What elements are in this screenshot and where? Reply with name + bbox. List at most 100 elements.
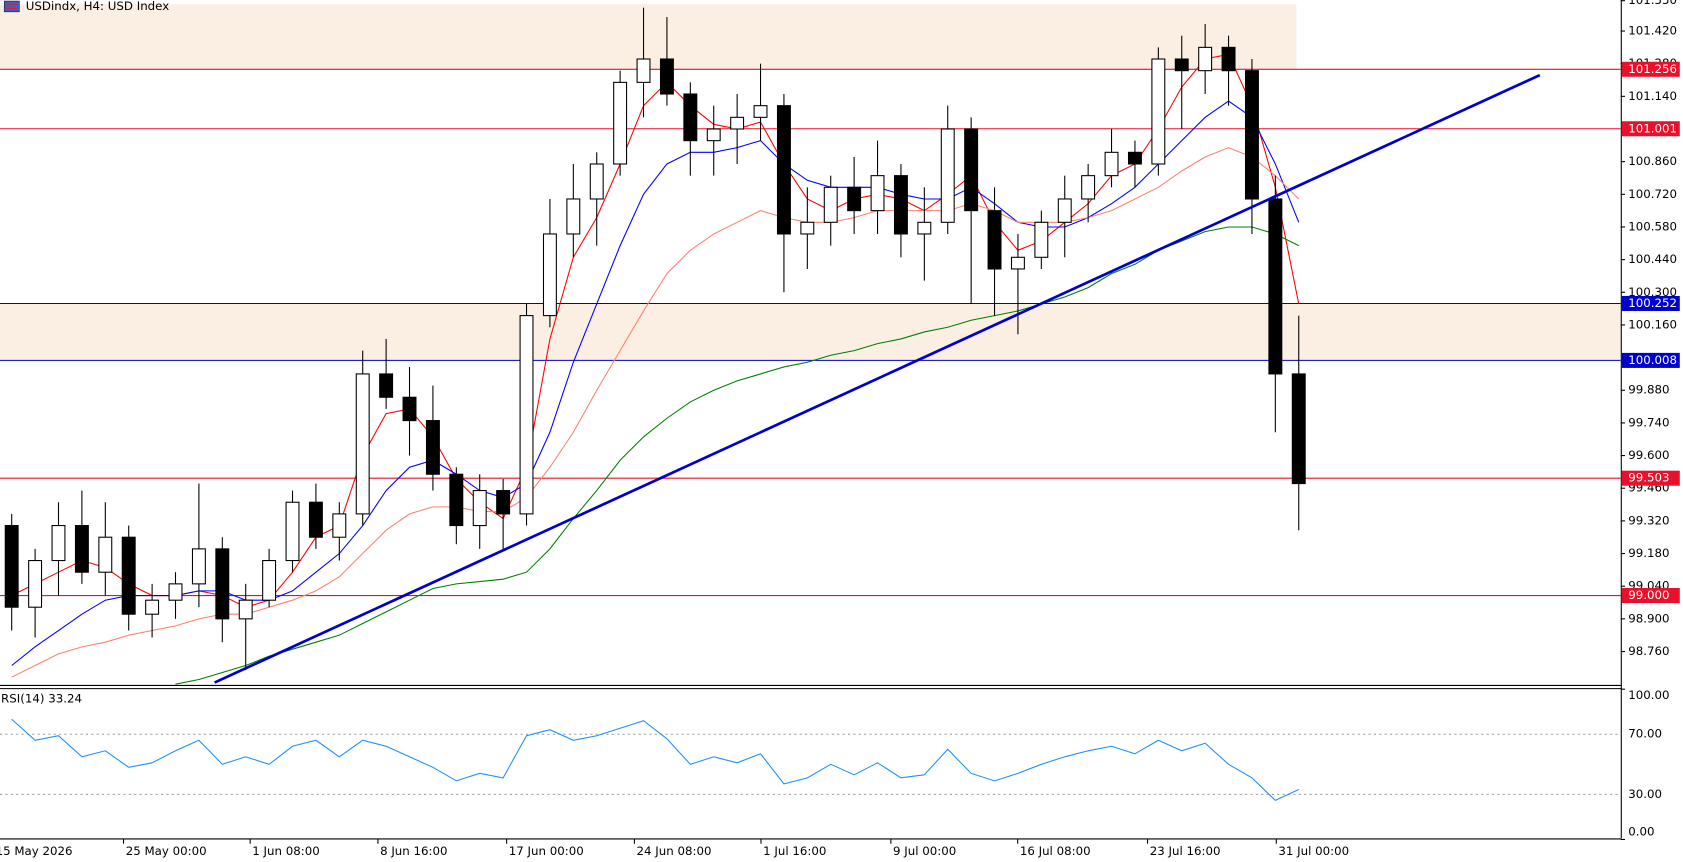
candle-body bbox=[1174, 58, 1189, 72]
candle-body bbox=[1081, 175, 1096, 200]
y-tick-label: 99.880 bbox=[1628, 383, 1669, 397]
candle-body bbox=[332, 513, 347, 538]
candle-body bbox=[51, 525, 66, 562]
candle-body bbox=[542, 233, 557, 317]
candle-body bbox=[589, 163, 604, 200]
header: USDindx, H4: USD Index bbox=[3, 0, 169, 13]
candle-body bbox=[1104, 151, 1119, 177]
candle-body bbox=[1221, 46, 1236, 72]
x-tick-label: 31 Jul 00:00 bbox=[1278, 844, 1349, 858]
y-tick-label: 101.550 bbox=[1628, 0, 1677, 7]
main-pane bbox=[0, 4, 1621, 597]
candle-body bbox=[823, 186, 838, 223]
y-tick-label: 101.140 bbox=[1628, 89, 1677, 103]
candle-body bbox=[168, 583, 183, 601]
candle-body bbox=[238, 599, 253, 620]
candle-body bbox=[987, 210, 1002, 270]
level-label-box bbox=[1621, 588, 1680, 604]
x-tick-label: 8 Jun 16:00 bbox=[380, 844, 447, 858]
level-label: 101.001 bbox=[1628, 121, 1677, 135]
candle-body bbox=[496, 490, 511, 515]
candle-body bbox=[1268, 198, 1283, 375]
candle-body bbox=[1034, 221, 1049, 258]
candle-body bbox=[566, 198, 581, 235]
candle-body bbox=[355, 373, 370, 515]
level-label-box bbox=[1621, 470, 1680, 486]
candle-body bbox=[74, 525, 89, 573]
candle-body bbox=[28, 560, 43, 608]
zone bbox=[0, 4, 1297, 70]
candle-body bbox=[753, 105, 768, 118]
y-tick-label: 101.420 bbox=[1628, 24, 1677, 38]
y-tick-label: 100.160 bbox=[1628, 317, 1677, 331]
x-tick-label: 24 Jun 08:00 bbox=[637, 844, 712, 858]
candle-body bbox=[800, 221, 815, 235]
candle-body bbox=[98, 536, 113, 573]
trendline bbox=[214, 73, 1541, 684]
candle-body bbox=[121, 536, 136, 615]
level-label-box bbox=[1621, 352, 1680, 368]
candle-body bbox=[262, 560, 277, 601]
candle-body bbox=[215, 548, 230, 620]
candle-body bbox=[425, 420, 440, 475]
y-tick-label: 99.320 bbox=[1628, 513, 1669, 527]
candle-body bbox=[964, 128, 979, 212]
y-tick-label: 98.900 bbox=[1628, 611, 1669, 625]
candle-body bbox=[706, 128, 721, 142]
y-tick-label: 99.180 bbox=[1628, 546, 1669, 560]
candle-body bbox=[659, 58, 674, 95]
y-tick-label: 100.300 bbox=[1628, 285, 1677, 299]
y-tick-label: 99.740 bbox=[1628, 415, 1669, 429]
chart-title: USDindx, H4: USD Index bbox=[26, 0, 169, 13]
candle-body bbox=[870, 175, 885, 212]
level-label: 100.008 bbox=[1628, 353, 1677, 367]
candle-body bbox=[4, 525, 19, 608]
level-label: 99.000 bbox=[1628, 588, 1669, 602]
level-label-box bbox=[1621, 121, 1680, 137]
rsi-line bbox=[11, 718, 1299, 802]
level-label: 101.256 bbox=[1628, 62, 1677, 76]
x-tick-label: 16 Jul 08:00 bbox=[1020, 844, 1091, 858]
candle-body bbox=[940, 128, 955, 223]
y-tick-label: 99.600 bbox=[1628, 448, 1669, 462]
candle-body bbox=[636, 58, 651, 83]
y-tick-label: 100.580 bbox=[1628, 219, 1677, 233]
candle-body bbox=[613, 81, 628, 165]
candle-body bbox=[1057, 198, 1072, 223]
symbol-icon bbox=[3, 0, 20, 13]
y-tick-label: 100.720 bbox=[1628, 187, 1677, 201]
candle-body bbox=[285, 501, 300, 562]
x-tick-label: 23 Jul 16:00 bbox=[1150, 844, 1221, 858]
candle-body bbox=[145, 599, 160, 615]
y-tick-label: 98.760 bbox=[1628, 644, 1669, 658]
y-tick-label: 100.860 bbox=[1628, 154, 1677, 168]
candle-body bbox=[402, 396, 417, 422]
x-tick-label: 9 Jul 00:00 bbox=[893, 844, 956, 858]
level-label-box bbox=[1621, 295, 1680, 311]
candle-body bbox=[1291, 373, 1306, 485]
candle-body bbox=[683, 93, 698, 142]
y-tick-label: 100.440 bbox=[1628, 252, 1677, 266]
x-tick-label: 15 May 2026 bbox=[0, 844, 73, 858]
candle-body bbox=[917, 221, 932, 235]
candle-body bbox=[519, 315, 534, 515]
candle-body bbox=[1151, 58, 1166, 165]
y-tick-label: 70.00 bbox=[1628, 727, 1662, 741]
x-tick-label: 1 Jun 08:00 bbox=[252, 844, 319, 858]
level-label-box bbox=[1621, 61, 1680, 77]
candle-body bbox=[893, 175, 908, 235]
candle-body bbox=[847, 186, 862, 212]
y-tick-label: 0.00 bbox=[1628, 824, 1654, 838]
x-tick-label: 25 May 00:00 bbox=[126, 844, 207, 858]
x-tick-label: 17 Jun 00:00 bbox=[509, 844, 584, 858]
moving-average bbox=[175, 226, 1299, 685]
rsi-title: RSI(14) 33.24 bbox=[1, 691, 82, 705]
candle-body bbox=[730, 116, 745, 130]
level-label: 99.503 bbox=[1628, 471, 1669, 485]
candle-body bbox=[449, 473, 464, 527]
candle-body bbox=[1198, 46, 1213, 72]
